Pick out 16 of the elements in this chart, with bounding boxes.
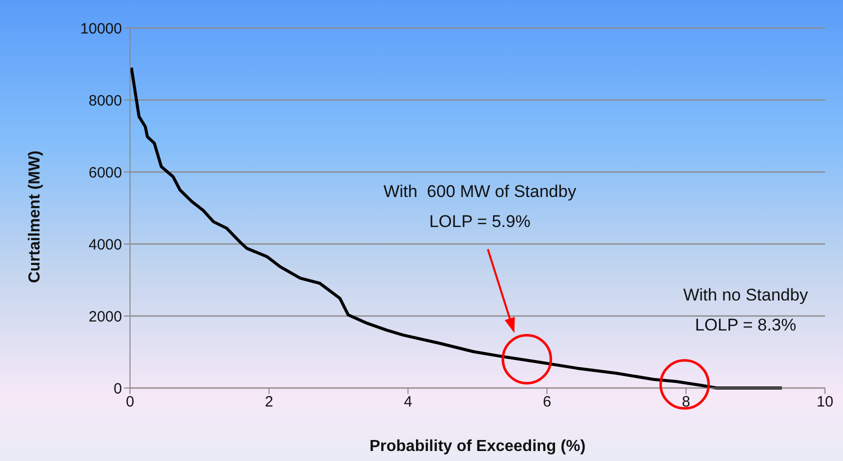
y-tick-label: 10000 xyxy=(80,20,122,38)
x-tick-label: 0 xyxy=(126,394,134,411)
annotation: With no Standby LOLP = 8.3% xyxy=(683,285,808,334)
y-axis-title: Curtailment (MW) xyxy=(26,150,44,283)
x-tick-label: 2 xyxy=(264,394,274,411)
x-tick-label: 6 xyxy=(542,394,552,411)
y-tick-label: 6000 xyxy=(88,164,122,182)
annotation: With 600 MW of Standby LOLP = 5.9% xyxy=(383,182,577,232)
x-tick-label: 4 xyxy=(404,394,412,411)
y-tick-label: 0 xyxy=(114,380,122,398)
y-tick-label: 2000 xyxy=(88,308,122,326)
x-tick-label: 8 xyxy=(682,394,690,411)
y-tick-label: 4000 xyxy=(88,236,122,254)
x-tick-label: 10 xyxy=(816,394,834,411)
x-axis-title: Probability of Exceeding (%) xyxy=(369,438,586,455)
y-tick-label: 8000 xyxy=(88,92,122,110)
